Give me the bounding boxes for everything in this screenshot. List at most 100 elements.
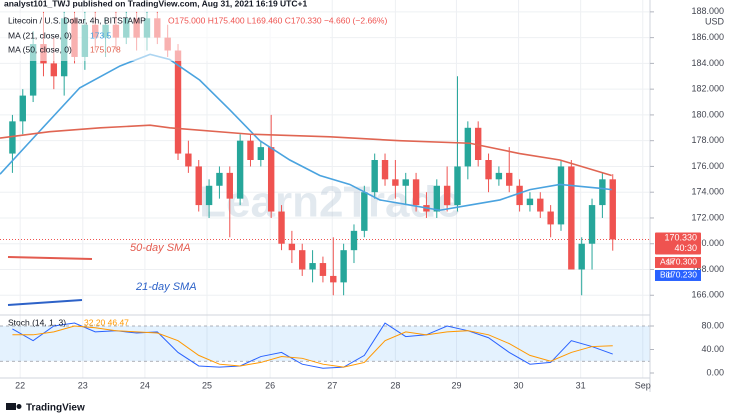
candle-body (381, 160, 389, 180)
candle-body (433, 185, 440, 212)
y-tick-label: 168.000 (691, 264, 724, 274)
candle-body (402, 179, 409, 186)
candle-body (236, 140, 244, 199)
logo-mark (6, 403, 16, 410)
candle-body (557, 166, 565, 225)
candle-body (309, 263, 316, 270)
y-tick-label: 188.000 (691, 6, 724, 16)
x-tick-label: 30 (514, 380, 524, 390)
y-tick-label: 170.000 (691, 238, 724, 248)
y-tick-label: 180.000 (691, 109, 724, 119)
y-tick-label: 182.000 (691, 84, 724, 94)
oscillator-line (12, 322, 613, 369)
x-tick-label: 31 (576, 380, 586, 390)
candle-body (350, 230, 358, 251)
moving-average (0, 53, 612, 212)
x-tick-label: Sep (635, 380, 651, 390)
annotation: 21-day SMA (135, 281, 197, 293)
countdown: 40:30 (674, 243, 697, 253)
candle-body (9, 121, 16, 154)
candle-body (412, 179, 420, 206)
candle-body (319, 263, 327, 276)
candle-body (247, 140, 254, 160)
x-tick-label: 24 (140, 380, 150, 390)
stoch-legend-values: 32.20 46.47 (84, 317, 129, 327)
x-tick-label: 26 (265, 380, 275, 390)
y-tick-label: 172.000 (691, 212, 724, 222)
y-tick-label: 184.000 (691, 58, 724, 68)
annotation-line (7, 299, 83, 306)
plot (0, 11, 650, 369)
candle-body (205, 185, 213, 206)
footer-logo (6, 403, 22, 410)
candle-body (568, 166, 575, 270)
candle-body (174, 50, 182, 154)
candle-body (288, 243, 296, 251)
legend-ma50: MA (50, close, 0) (8, 44, 72, 54)
x-tick-label: 23 (78, 380, 88, 390)
x-tick-label: 29 (451, 380, 461, 390)
y-tick-label: 176.000 (691, 161, 724, 171)
bid-name: Bid (660, 270, 673, 280)
x-tick-label: 25 (202, 380, 212, 390)
y-tick-label: 178.000 (691, 135, 724, 145)
annotation: 50-day SMA (130, 242, 191, 254)
legend-ohlc: O175.000 H175.400 L169.460 C170.330 −4.6… (168, 15, 387, 25)
x-tick-label: 27 (327, 380, 337, 390)
moving-average (0, 124, 612, 177)
y-tick-label: 80.00 (701, 320, 724, 330)
candle-body (516, 185, 523, 206)
ask-box (655, 256, 701, 268)
legend-backdrop (0, 13, 330, 61)
y-tick-label: 186.000 (691, 32, 724, 42)
legend-ma21: MA (21, close, 0) (8, 30, 72, 40)
candle-body (216, 172, 223, 186)
legend-symbol: Litecoin / U.S. Dollar, 4h, BITSTAMP (8, 15, 146, 25)
stoch-legend: Stoch (14, 1, 3) (8, 317, 66, 327)
annotation-line (7, 256, 93, 260)
last-price-box (655, 232, 701, 255)
candle-body (474, 127, 482, 160)
candle-body (299, 250, 306, 270)
logo-mark (16, 404, 22, 409)
candle-body (443, 185, 451, 206)
y-tick-label: 174.000 (691, 187, 724, 197)
candle-body (19, 95, 26, 122)
candle-body (257, 147, 265, 160)
candle-body (537, 198, 544, 212)
candle-body (609, 179, 616, 240)
candle-body (578, 243, 585, 270)
candle-body (588, 205, 596, 244)
stoch-band (0, 325, 650, 362)
legend-ma50-value: 175.078 (90, 44, 121, 54)
ask-price: 170.300 (666, 257, 697, 267)
last-price: 170.330 (664, 232, 697, 242)
candle-body (526, 198, 534, 206)
price-unit: USD (705, 16, 725, 26)
x-tick-label: 28 (390, 380, 400, 390)
candle-body (495, 172, 503, 180)
candle-body (226, 172, 233, 199)
bid-box (655, 269, 701, 281)
candle-body (361, 192, 368, 231)
candle-body (185, 153, 192, 167)
publisher: analyst101_TWJ published on TradingView.… (4, 0, 307, 8)
candle-body (340, 250, 347, 283)
candle-body (599, 179, 606, 206)
bid-price: 170.230 (666, 270, 697, 280)
legend-ma21-value: 173.5 (90, 30, 112, 40)
y-tick-label: 40.00 (701, 344, 724, 354)
candle-body (506, 172, 513, 186)
candle-body (464, 127, 472, 167)
oscillator-line (12, 325, 613, 368)
candle-body (278, 211, 285, 244)
candle-body (50, 63, 58, 77)
x-tick-label: 22 (15, 380, 25, 390)
candle-body (29, 44, 37, 96)
candle-body (267, 147, 275, 212)
candle-body (392, 179, 399, 186)
candle-body (547, 211, 554, 225)
candle-body (485, 160, 492, 180)
ask-name: Ask (660, 257, 675, 267)
